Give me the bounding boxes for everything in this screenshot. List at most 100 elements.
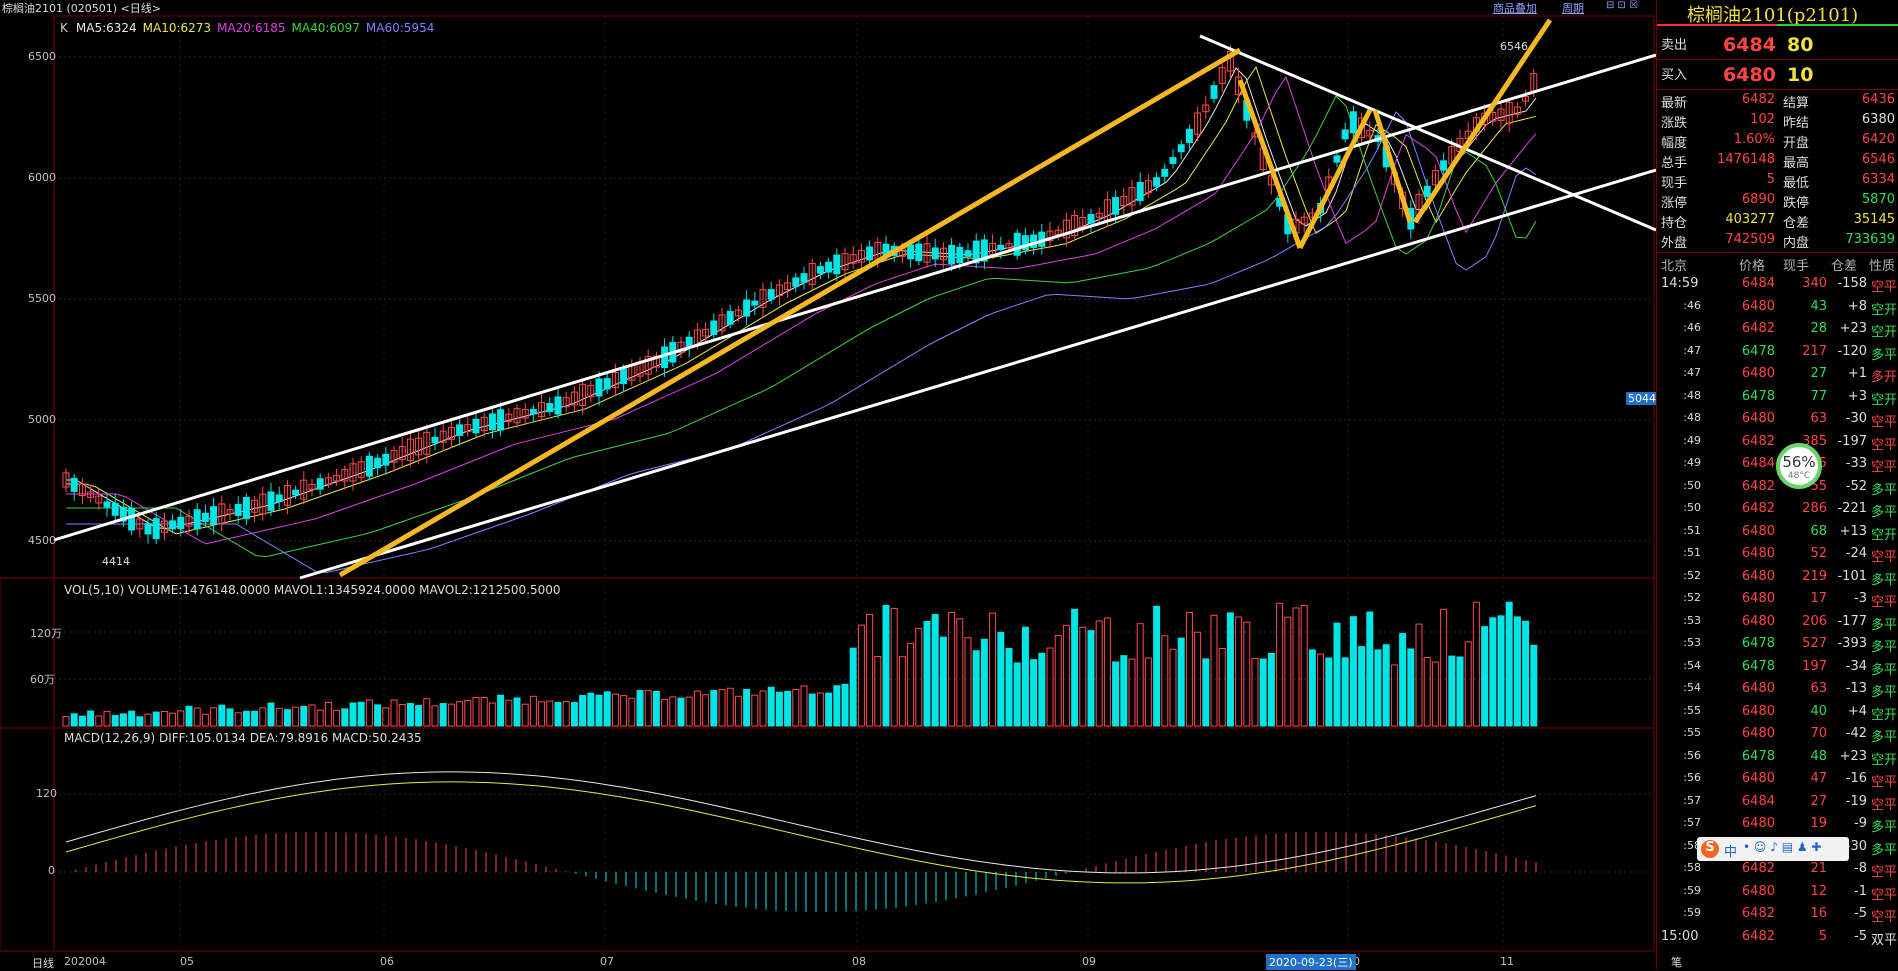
candle-body	[210, 506, 218, 525]
tick-row: :57 6484 27 -19 空平	[1657, 793, 1898, 813]
volume-bar	[472, 696, 480, 727]
stats-cell: 最高	[1783, 156, 1810, 171]
volume-bar	[784, 690, 792, 727]
candle-body	[152, 518, 160, 540]
tick-row: :51 6480 52 -24 空平	[1657, 546, 1898, 565]
tick-cell: 6484	[1741, 793, 1775, 809]
candle-body	[611, 371, 619, 389]
candle-body	[447, 426, 455, 440]
candle-body	[456, 424, 464, 436]
tick-cell: :59	[1683, 883, 1701, 897]
tick-cell: 空开	[1871, 527, 1898, 543]
tick-cell: 6480	[1741, 771, 1775, 786]
trend-arrow	[1237, 79, 1303, 249]
candle-body	[505, 413, 513, 422]
tick-row: :56 6480 47 -16 空平	[1657, 771, 1898, 790]
tick-cell: 6482	[1741, 501, 1775, 516]
candle-body	[964, 250, 972, 257]
volume-bar	[816, 692, 824, 727]
tick-cell: :50	[1683, 501, 1701, 514]
ma-legend-item: MA60:5954	[365, 21, 435, 35]
ime-toolbar[interactable]: S 中 • ☺ ♪ ▤ ♟ ✚	[1697, 837, 1849, 861]
volume-bar	[1013, 662, 1021, 727]
tick-cell: 空开	[1871, 325, 1898, 340]
tick-cell: 多平	[1871, 617, 1898, 633]
candle-body	[677, 341, 685, 354]
tick-cell: 12	[1810, 883, 1827, 899]
date-tick: 11	[1500, 955, 1514, 968]
tick-cell: 5	[1818, 928, 1827, 944]
high-marker: 6546	[1500, 40, 1528, 53]
tick-cell: 6482	[1741, 861, 1775, 876]
volume-bar	[406, 702, 414, 727]
candle-body	[849, 254, 857, 264]
volume-bar	[1038, 652, 1046, 727]
volume-bar	[398, 704, 406, 727]
tick-cell: :47	[1683, 343, 1701, 357]
tick-cell: 527	[1802, 636, 1827, 651]
tick-cell: -42	[1845, 726, 1867, 741]
volume-bar	[201, 713, 209, 727]
tick-cell: :54	[1683, 658, 1701, 672]
tick-cell: +23	[1839, 321, 1867, 336]
tick-cell: -52	[1845, 478, 1867, 494]
stats-cell: 6420	[1861, 132, 1895, 147]
tick-cell: :53	[1683, 636, 1701, 649]
volume-bar	[349, 702, 357, 727]
stats-row: 涨跌 102 昨结 6380	[1657, 112, 1898, 131]
candle-body	[980, 239, 988, 262]
candle-body	[997, 244, 1005, 250]
volume-bar	[324, 701, 332, 727]
stats-cell: 结算	[1783, 96, 1810, 111]
tick-row: :59 6482 16 -5 空平	[1657, 906, 1898, 925]
overlay-link[interactable]: 商品叠加	[1493, 2, 1537, 15]
performance-widget[interactable]: 56% 48°C	[1776, 443, 1822, 489]
candle-body	[546, 403, 554, 413]
tick-cell: 6478	[1741, 658, 1775, 674]
candle-body	[808, 262, 816, 285]
candle-body	[226, 509, 234, 515]
tick-cell: 286	[1802, 501, 1827, 516]
stats-cell: 1476148	[1717, 152, 1775, 167]
tick-cell: 多平	[1871, 842, 1898, 858]
candle-body	[710, 320, 718, 335]
footer-tab[interactable]: 笔	[1671, 956, 1682, 969]
tick-cell: :59	[1683, 906, 1701, 919]
volume-bar	[1259, 658, 1267, 727]
period-link[interactable]: 周期	[1562, 2, 1584, 15]
window-controls[interactable]: ⊟ ⊡ ☒	[1606, 0, 1639, 11]
volume-bar	[1120, 655, 1128, 727]
candle-body	[1210, 85, 1218, 99]
candle-body	[644, 356, 652, 375]
volume-bar	[677, 697, 685, 727]
macd-legend: MACD(12,26,9) DIFF:105.0134 DEA:79.8916 …	[64, 731, 422, 745]
candle-body	[1095, 212, 1103, 218]
volume-bar	[1481, 626, 1489, 727]
tick-cell: +8	[1847, 298, 1867, 314]
stats-cell: 5870	[1861, 192, 1895, 207]
price-axis-5500: 5500	[28, 292, 56, 305]
volume-bar	[1440, 608, 1448, 727]
kline-chart[interactable]	[0, 0, 1656, 969]
tick-cell: 空平	[1871, 775, 1898, 790]
tick-row: :52 6480 219 -101 多平	[1657, 569, 1898, 588]
volume-bar	[136, 716, 144, 727]
candle-body	[1046, 230, 1054, 242]
tick-cell: -33	[1845, 456, 1867, 471]
tick-cell: :46	[1683, 298, 1701, 312]
volume-bar	[570, 702, 578, 727]
tick-cell: 多平	[1871, 662, 1898, 678]
chart-frame	[53, 15, 1655, 952]
volume-bar	[1185, 611, 1193, 727]
tick-cell: 6482	[1741, 433, 1775, 449]
ma60-line	[66, 111, 1537, 574]
tick-cell: :56	[1683, 771, 1701, 784]
tick-cell: -8	[1854, 861, 1867, 876]
tick-cell: 6480	[1741, 703, 1775, 719]
volume-bar	[1251, 658, 1259, 727]
volume-bar	[431, 705, 439, 727]
tick-cell: 空平	[1871, 550, 1898, 565]
volume-bar	[562, 700, 570, 727]
tick-cell: 多平	[1871, 820, 1898, 835]
tick-cell: 多平	[1871, 685, 1898, 700]
